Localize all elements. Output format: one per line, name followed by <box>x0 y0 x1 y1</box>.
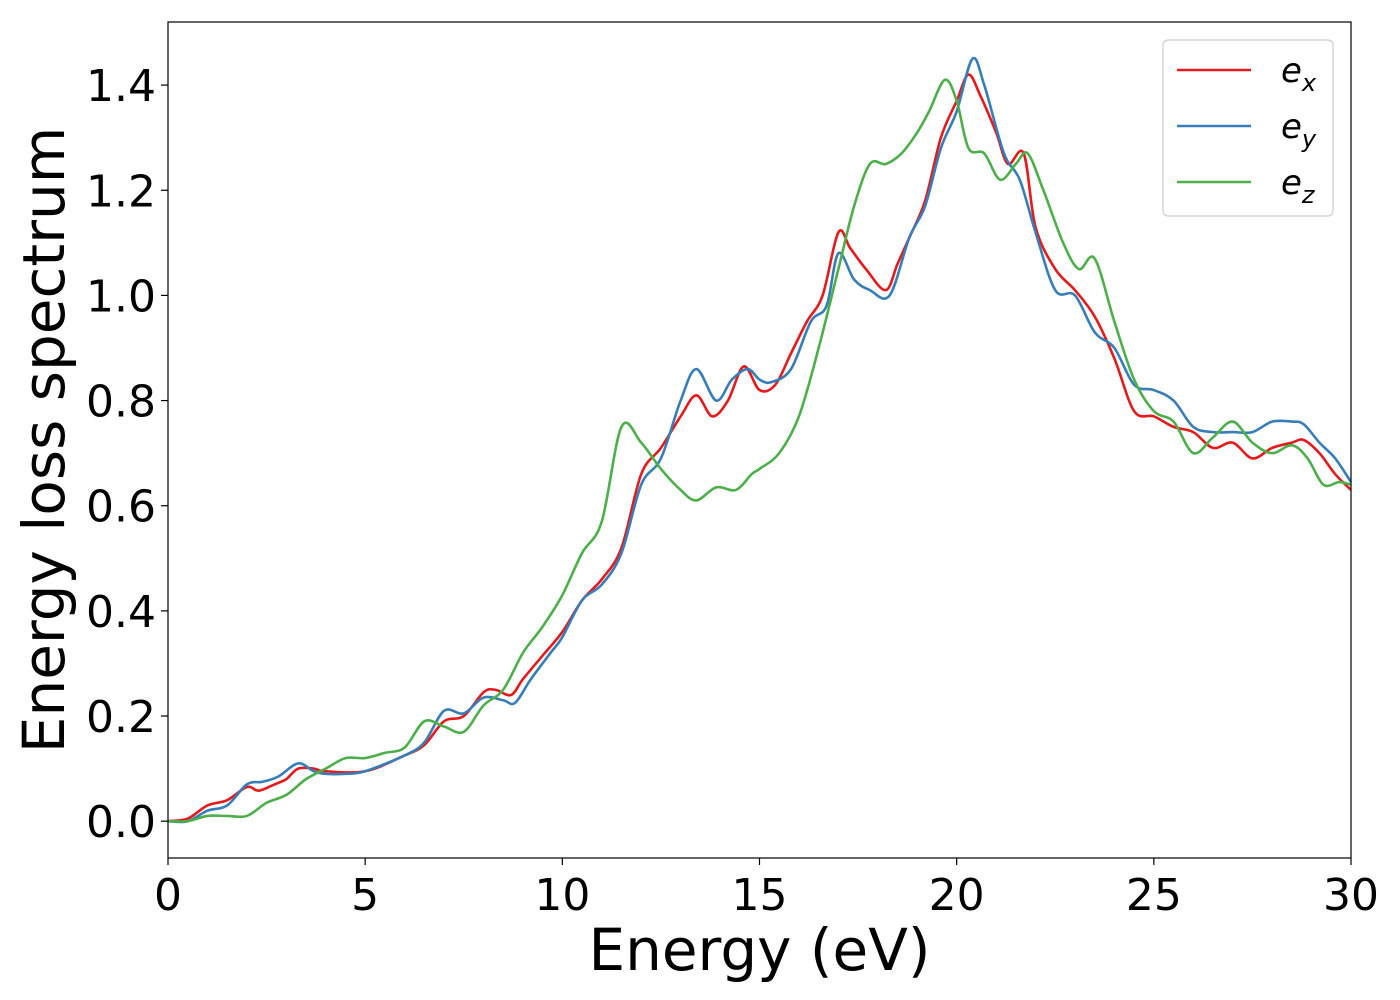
series-line-e-y <box>167 56 1353 824</box>
x-tick-label: 25 <box>1126 870 1182 921</box>
x-tick-label: 20 <box>929 870 985 921</box>
series-line-e-z <box>167 78 1352 823</box>
y-tick-label: 0.0 <box>86 797 156 848</box>
y-axis-title: Energy loss spectrum <box>10 127 78 753</box>
y-tick-label: 0.6 <box>86 482 156 533</box>
legend-label: ez <box>1281 163 1316 209</box>
legend-box <box>1162 39 1334 217</box>
plot-background <box>168 22 1351 858</box>
x-tick-label: 15 <box>732 870 788 921</box>
y-tick-label: 1.2 <box>86 166 156 217</box>
y-tick-label: 0.4 <box>86 587 156 638</box>
legend-label: ey <box>1281 107 1317 153</box>
y-tick-label: 0.8 <box>86 377 156 428</box>
x-tick-label: 5 <box>351 870 379 921</box>
x-tick-label: 30 <box>1323 870 1379 921</box>
x-axis: 0 5 10 15 20 25 30 <box>154 858 1379 921</box>
x-tick-label: 10 <box>534 870 590 921</box>
x-axis-title: Energy (eV) <box>588 916 930 984</box>
series-layer <box>167 56 1353 824</box>
legend-label: ex <box>1281 51 1317 97</box>
x-tick-label: 0 <box>154 870 182 921</box>
y-tick-label: 1.4 <box>86 61 156 112</box>
y-axis: 0.0 0.2 0.4 0.6 0.8 1.0 1.2 1.4 <box>86 61 168 848</box>
y-tick-label: 1.0 <box>86 271 156 322</box>
legend: ex ey ez <box>1162 39 1334 217</box>
y-tick-label: 0.2 <box>86 692 156 743</box>
